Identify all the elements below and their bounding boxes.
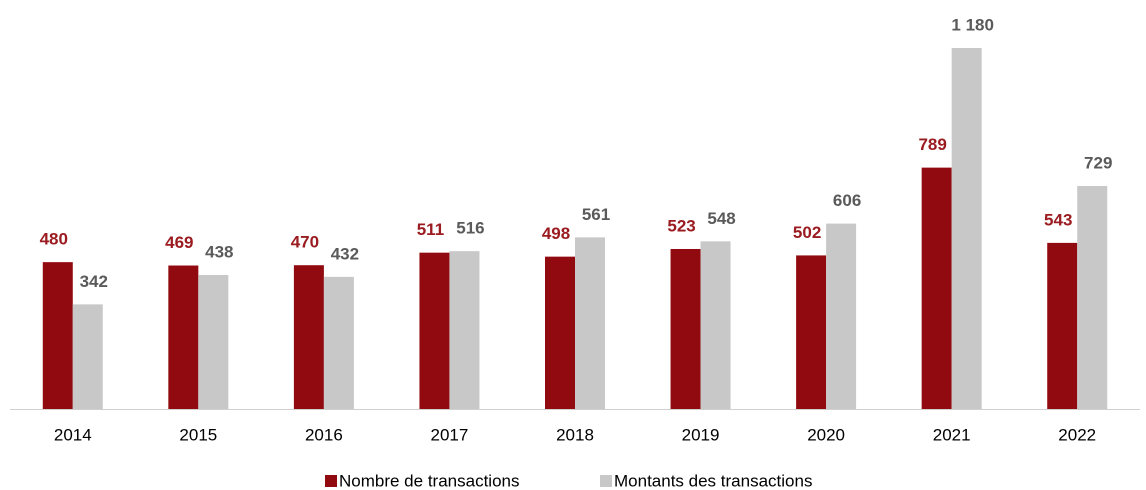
x-tick-label: 2017: [431, 425, 469, 444]
bar: [293, 265, 324, 409]
data-label: 606: [833, 191, 861, 210]
bar: [449, 251, 480, 409]
bar: [700, 241, 731, 409]
x-tick-label: 2016: [305, 425, 343, 444]
data-label: 729: [1084, 153, 1112, 172]
data-label: 342: [80, 272, 108, 291]
x-tick-label: 2019: [682, 425, 720, 444]
bar: [826, 223, 857, 409]
data-label: 523: [667, 216, 695, 235]
x-tick-label: 2020: [807, 425, 845, 444]
legend-swatch: [600, 475, 612, 487]
x-tick-label: 2015: [179, 425, 217, 444]
data-label: 438: [205, 242, 233, 261]
x-tick-label: 2022: [1058, 425, 1096, 444]
bar: [42, 262, 73, 409]
data-label: 548: [707, 209, 735, 228]
data-label: 502: [793, 223, 821, 242]
bar: [1047, 242, 1078, 409]
bar: [575, 237, 605, 409]
bar: [921, 167, 952, 409]
legend-label: Nombre de transactions: [339, 471, 519, 490]
bar: [72, 304, 103, 409]
data-label: 543: [1044, 210, 1072, 229]
data-label: 498: [542, 224, 570, 243]
data-label: 480: [40, 230, 68, 249]
legend-label: Montants des transactions: [614, 471, 812, 490]
x-tick-label: 2014: [54, 425, 92, 444]
bar: [545, 256, 575, 409]
data-label: 789: [918, 135, 946, 154]
bar: [168, 265, 199, 409]
bar: [1077, 185, 1108, 409]
legend-swatch: [325, 475, 337, 487]
x-tick-label: 2021: [933, 425, 971, 444]
bar: [198, 275, 229, 409]
data-label: 561: [582, 205, 610, 224]
bar: [670, 248, 701, 409]
data-label: 432: [331, 244, 359, 263]
x-tick-label: 2018: [556, 425, 594, 444]
bar: [796, 255, 827, 409]
data-label: 470: [291, 233, 319, 252]
bar: [419, 252, 450, 409]
data-label: 469: [165, 233, 193, 252]
bar: [951, 48, 982, 409]
data-label: 1 180: [951, 15, 994, 34]
data-label: 511: [417, 220, 444, 239]
bar: [323, 276, 354, 409]
data-label: 516: [456, 219, 484, 238]
